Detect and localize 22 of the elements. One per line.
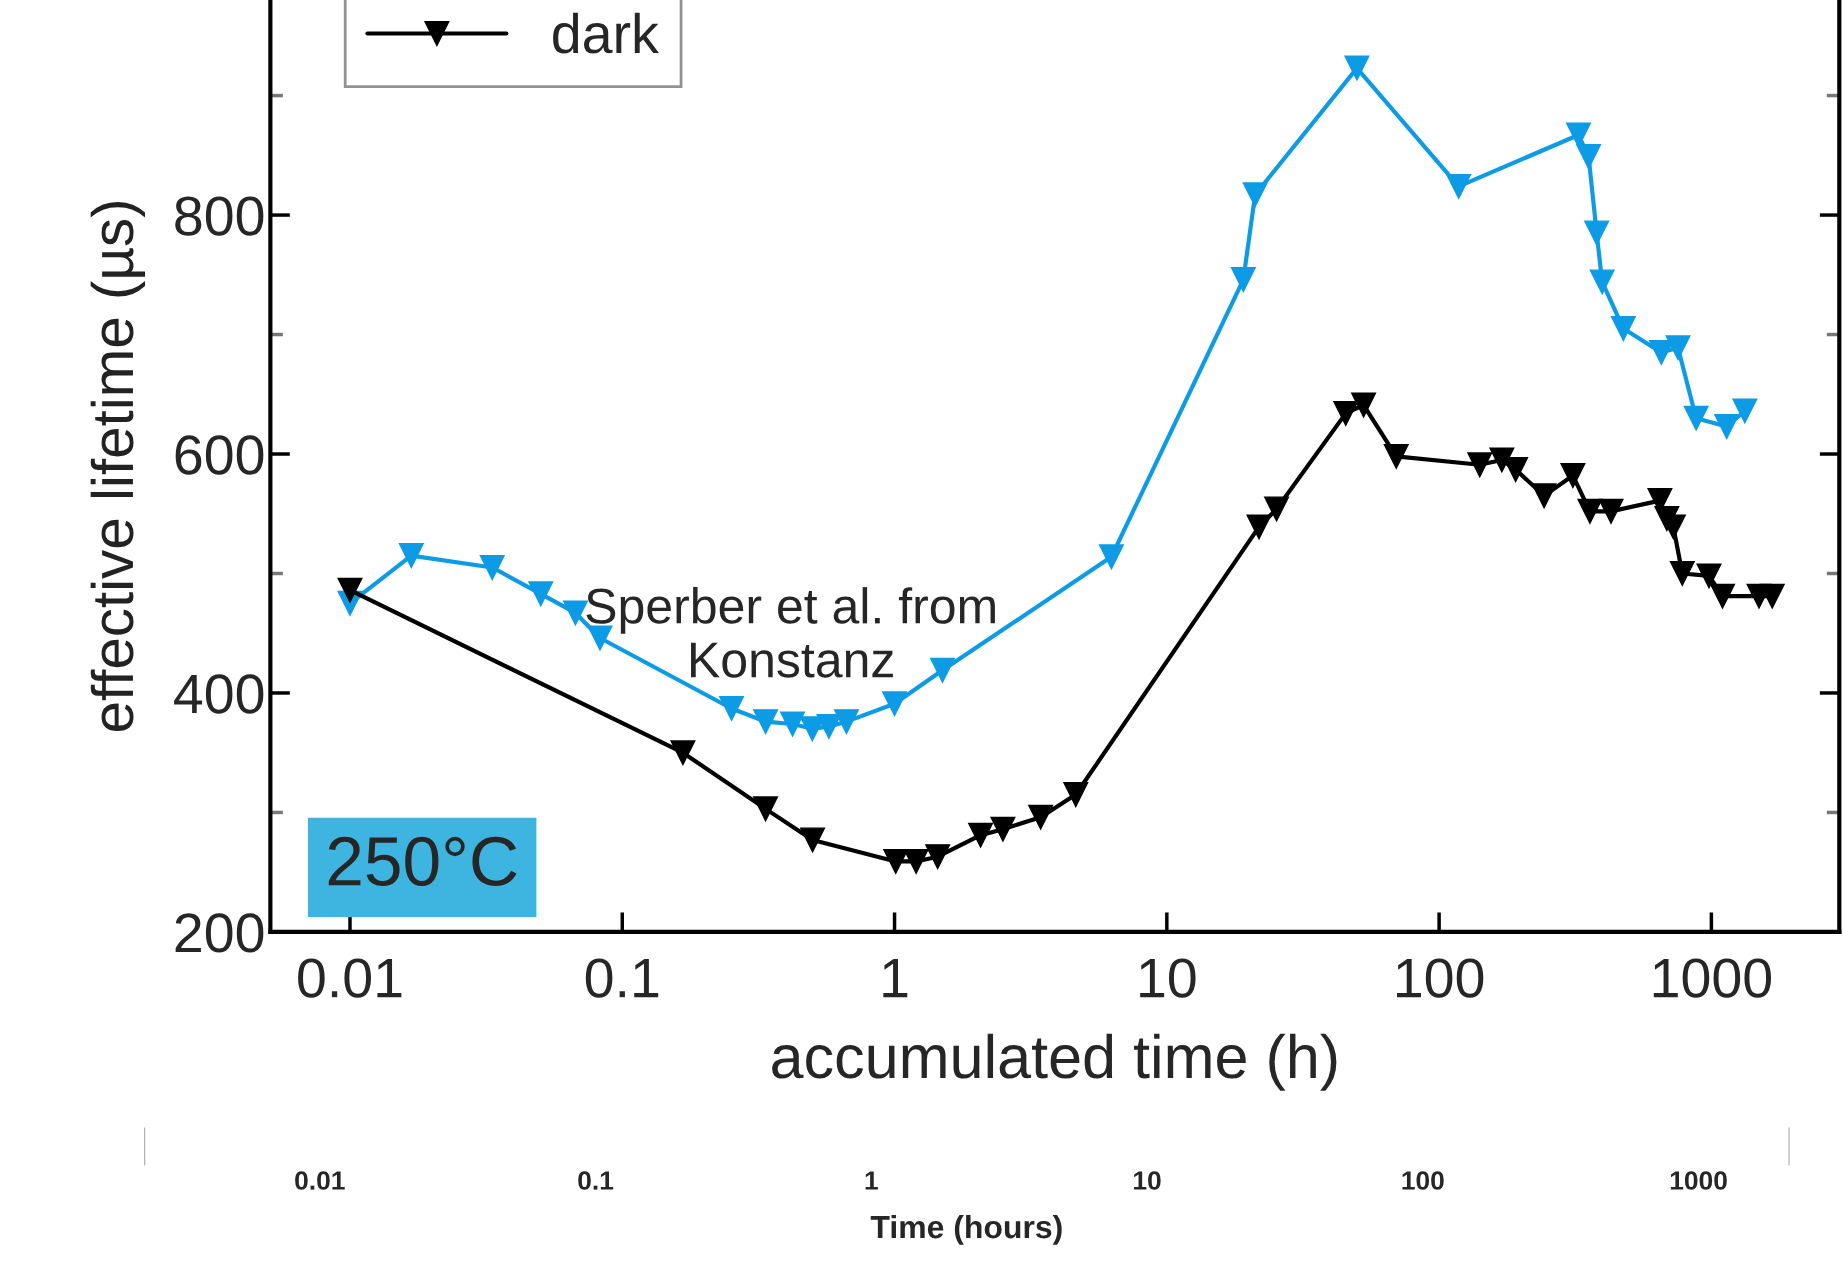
x-axis-title: accumulated time (h) (772, 1033, 1337, 1091)
x-tick-label: 1 (883, 958, 908, 998)
y-axis-title: effective lifetime (µs) (90, 202, 146, 731)
x-tick-label: 10 (1140, 958, 1196, 998)
annotation: Sperber et al. from Konstanz (586, 587, 995, 678)
text: 0.01 (295, 1171, 345, 1190)
y-tick-label: 600 (175, 435, 264, 475)
x-tick-label: 0.1 (585, 958, 659, 998)
x-tick-label: 100 (1397, 958, 1484, 998)
text: 10 (1134, 1171, 1161, 1190)
text: 1000 (1670, 1171, 1727, 1190)
x-tick-label: 1000 (1653, 958, 1772, 998)
y-tick-label: 200 (175, 913, 264, 953)
annotation: 250°C (328, 836, 517, 887)
text: 1 (865, 1171, 878, 1190)
x-tick-label: 0.01 (298, 958, 402, 998)
y-tick-label: 800 (175, 196, 264, 236)
legend-label: dark (553, 12, 659, 54)
text: 100 (1402, 1171, 1444, 1190)
text: Time (hours) (870, 1214, 1062, 1245)
y-tick-label: 400 (174, 674, 264, 714)
text: 0.1 (578, 1171, 614, 1190)
